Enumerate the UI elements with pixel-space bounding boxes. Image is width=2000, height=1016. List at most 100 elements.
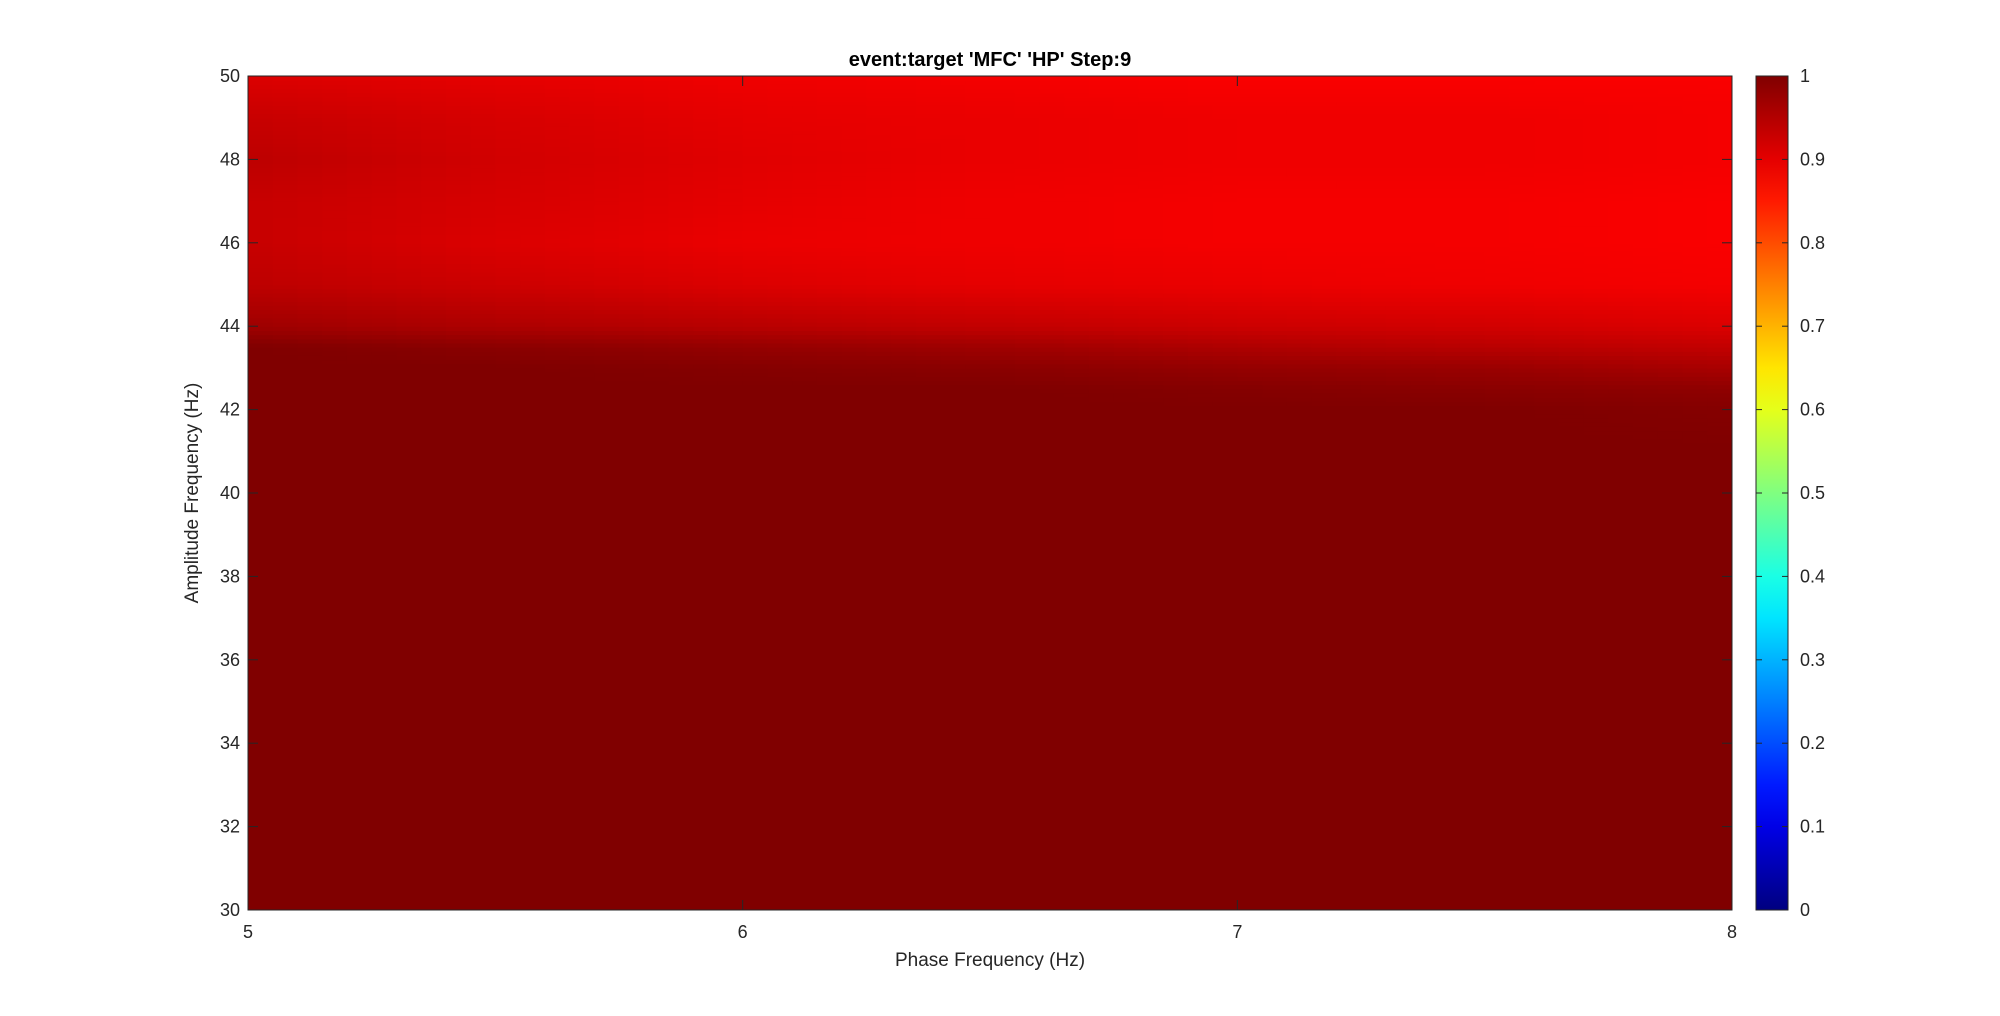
heatmap-cell — [841, 764, 867, 769]
heatmap-cell — [1311, 701, 1337, 707]
heatmap-cell — [1509, 651, 1535, 657]
heatmap-cell — [520, 801, 546, 807]
heatmap-cell — [1014, 730, 1041, 736]
heatmap-cell — [569, 872, 595, 878]
heatmap-cell — [1286, 843, 1313, 849]
heatmap-cell — [1064, 701, 1090, 707]
heatmap-cell — [1558, 684, 1585, 690]
heatmap-cell — [742, 814, 768, 819]
heatmap-cell — [569, 597, 595, 603]
heatmap-cell — [1608, 659, 1634, 665]
heatmap-cell — [1212, 601, 1238, 607]
heatmap-cell — [1163, 784, 1189, 790]
heatmap-cell — [891, 768, 917, 773]
heatmap-cell — [1039, 572, 1065, 577]
heatmap-cell — [1361, 672, 1387, 678]
heatmap-cell — [965, 688, 991, 694]
heatmap-cell — [1608, 851, 1634, 857]
heatmap-cell — [891, 897, 917, 903]
heatmap-cell — [1583, 805, 1609, 811]
heatmap-cell — [915, 859, 942, 865]
heatmap-cell — [643, 643, 670, 648]
heatmap-cell — [544, 718, 571, 723]
heatmap-cell — [1088, 772, 1115, 778]
heatmap-cell — [619, 755, 645, 761]
heatmap-cell — [1311, 884, 1337, 890]
heatmap-cell — [1187, 847, 1214, 853]
heatmap-cell — [891, 643, 917, 648]
heatmap-cell — [1707, 563, 1732, 569]
heatmap-cell — [668, 839, 694, 844]
heatmap-cell — [272, 764, 299, 769]
heatmap-cell — [1361, 722, 1387, 728]
heatmap-cell — [1088, 864, 1115, 869]
heatmap-cell — [1657, 784, 1684, 790]
heatmap-cell — [693, 601, 719, 607]
heatmap-cell — [643, 668, 670, 673]
heatmap-cell — [569, 843, 595, 849]
heatmap-cell — [520, 743, 546, 748]
heatmap-cell — [1064, 605, 1090, 611]
heatmap-cell — [1138, 563, 1164, 569]
heatmap-cell — [1509, 730, 1535, 736]
heatmap-cell — [569, 893, 595, 899]
heatmap-cell — [272, 609, 299, 615]
heatmap-cell — [322, 814, 348, 819]
heatmap-cell — [792, 905, 818, 910]
heatmap-cell — [594, 559, 620, 565]
heatmap-cell — [1064, 584, 1090, 590]
heatmap-cell — [1435, 764, 1461, 769]
heatmap-cell — [891, 676, 917, 682]
heatmap-cell — [1707, 580, 1732, 586]
heatmap-cell — [1014, 884, 1041, 890]
heatmap-cell — [445, 709, 472, 715]
heatmap-cell — [1583, 839, 1609, 844]
heatmap-cell — [891, 626, 917, 632]
heatmap-cell — [1039, 855, 1065, 861]
heatmap-cell — [1262, 630, 1288, 636]
heatmap-cell — [1410, 789, 1436, 794]
heatmap-cell — [742, 726, 768, 732]
heatmap-cell — [1187, 584, 1214, 590]
heatmap-cell — [1311, 801, 1337, 807]
heatmap-cell — [371, 563, 397, 569]
heatmap-cell — [272, 834, 299, 840]
heatmap-cell — [1014, 809, 1041, 815]
heatmap-cell — [1064, 818, 1090, 824]
heatmap-cell — [643, 693, 670, 698]
heatmap-cell — [495, 593, 521, 598]
heatmap-cell — [1410, 751, 1436, 757]
heatmap-cell — [643, 659, 670, 665]
heatmap-cell — [1163, 705, 1189, 711]
heatmap-cell — [915, 772, 942, 778]
heatmap-cell — [1014, 851, 1041, 857]
heatmap-cell — [520, 584, 546, 590]
heatmap-cell — [1657, 613, 1684, 619]
heatmap-cell — [1212, 814, 1238, 819]
heatmap-cell — [1212, 834, 1238, 840]
heatmap-cell — [1113, 734, 1139, 740]
heatmap-cell — [1113, 843, 1139, 849]
heatmap-cell — [1088, 597, 1115, 603]
heatmap-cell — [891, 597, 917, 603]
heatmap-cell — [940, 688, 966, 694]
heatmap-cell — [1064, 797, 1090, 803]
heatmap-cell — [915, 618, 942, 623]
heatmap-cell — [520, 705, 546, 711]
heatmap-cell — [470, 647, 496, 653]
heatmap-cell — [891, 651, 917, 657]
heatmap-cell — [520, 884, 546, 890]
heatmap-cell — [1509, 839, 1535, 844]
heatmap-cell — [1657, 843, 1684, 849]
heatmap-cell — [915, 663, 942, 669]
heatmap-cell — [816, 847, 843, 853]
heatmap-cell — [495, 647, 521, 653]
heatmap-cell — [1385, 597, 1412, 603]
heatmap-cell — [965, 809, 991, 815]
heatmap-cell — [816, 876, 843, 882]
heatmap-cell — [1064, 859, 1090, 865]
heatmap-cell — [346, 655, 373, 661]
heatmap-cell — [1682, 709, 1708, 715]
heatmap-cell — [1633, 776, 1659, 782]
heatmap-cell — [841, 768, 867, 773]
